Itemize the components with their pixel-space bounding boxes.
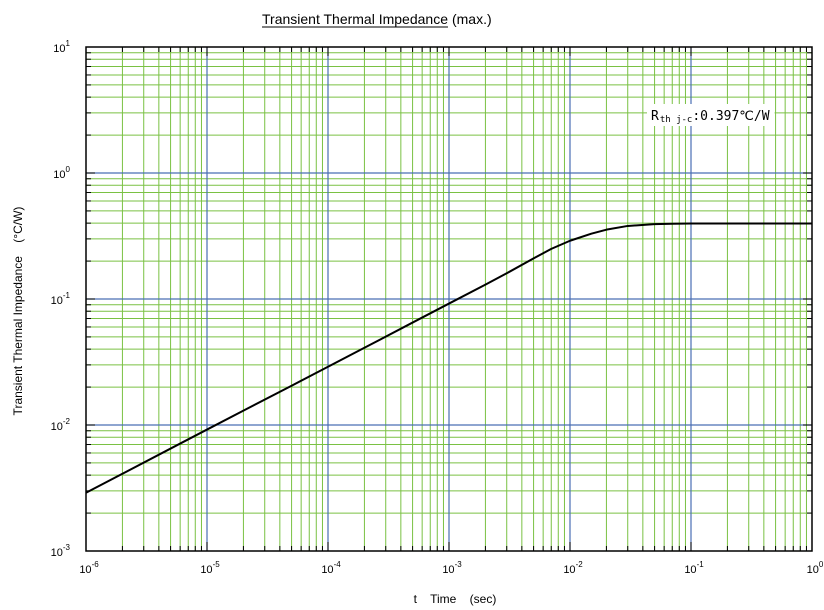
x-tick-label: 100 xyxy=(807,560,824,576)
y-tick-labels: 10-3 10-2 10-1 100 101 xyxy=(51,39,71,559)
x-tick-label: 10-4 xyxy=(321,560,341,576)
x-tick-label: 10-6 xyxy=(79,560,99,576)
x-tick-labels: 10-6 10-5 10-4 10-3 10-2 10-1 100 xyxy=(79,560,824,576)
annotation-subscript: th j-c xyxy=(660,115,693,125)
major-gridlines xyxy=(86,47,812,551)
rth-annotation: R th j-c :0.397℃/W xyxy=(647,104,775,126)
y-axis-label: Transient Thermal Impedance (°C/W) xyxy=(11,207,25,416)
axis-tick-marks xyxy=(86,47,812,551)
plot-frame xyxy=(85,46,813,552)
annotation-symbol: R xyxy=(651,109,659,124)
y-tick-label: 100 xyxy=(53,165,70,181)
annotation-value: :0.397℃/W xyxy=(692,109,769,124)
y-tick-label: 10-2 xyxy=(51,417,71,433)
x-tick-label: 10-3 xyxy=(442,560,462,576)
x-tick-label: 10-2 xyxy=(563,560,583,576)
x-tick-label: 10-5 xyxy=(200,560,220,576)
x-axis-label: t Time (sec) xyxy=(414,592,497,606)
y-tick-label: 101 xyxy=(53,39,70,55)
chart-title-suffix: (max.) xyxy=(452,11,492,27)
y-tick-label: 10-1 xyxy=(51,291,71,307)
chart-title: Transient Thermal Impedance xyxy=(262,11,448,27)
x-tick-label: 10-1 xyxy=(684,560,704,576)
annotation-background xyxy=(647,104,775,126)
series-line xyxy=(85,222,812,494)
y-tick-label: 10-3 xyxy=(51,543,71,559)
